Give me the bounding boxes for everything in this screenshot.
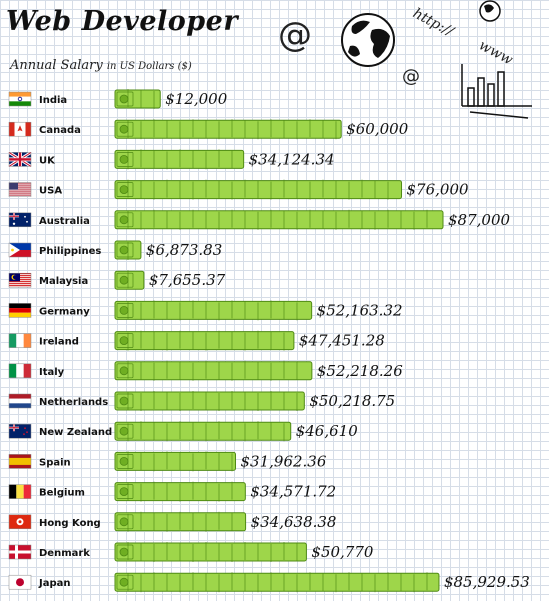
tick-label: Spain bbox=[39, 457, 71, 468]
bar bbox=[114, 209, 444, 230]
bar bbox=[114, 391, 305, 411]
tick-label: Ireland bbox=[39, 337, 79, 348]
tick-label: Belgium bbox=[39, 488, 85, 499]
data-label: $50,218.75 bbox=[309, 392, 395, 410]
chart-row: Australia $87,000 bbox=[8, 209, 510, 230]
bar bbox=[114, 481, 246, 502]
globe-icon bbox=[341, 13, 395, 67]
tick-label: Italy bbox=[39, 367, 65, 378]
bar bbox=[114, 119, 342, 140]
data-label: $34,638.38 bbox=[251, 513, 337, 531]
bar bbox=[114, 330, 295, 351]
small-globe-icon bbox=[479, 0, 501, 22]
bar bbox=[114, 270, 145, 290]
data-label: $34,571.72 bbox=[250, 483, 336, 501]
flag-icon bbox=[8, 272, 32, 288]
flag-icon bbox=[8, 182, 32, 197]
flag-icon bbox=[8, 514, 32, 530]
tick-label: Netherlands bbox=[39, 397, 108, 408]
bar bbox=[114, 421, 292, 442]
bar bbox=[114, 240, 142, 260]
tick-label: Canada bbox=[39, 125, 81, 136]
chart-row: Canada $60,000 bbox=[8, 119, 409, 140]
flag-icon bbox=[8, 91, 32, 107]
chart-title: Web Developer bbox=[6, 6, 239, 37]
flag-icon bbox=[8, 393, 32, 409]
bar bbox=[114, 451, 237, 472]
chart-row: India $12,000 bbox=[8, 89, 228, 109]
tick-label: India bbox=[39, 95, 67, 106]
flag-icon bbox=[8, 151, 32, 168]
data-label: $52,163.32 bbox=[317, 301, 403, 319]
flag-icon bbox=[8, 333, 32, 348]
tick-label: Hong Kong bbox=[39, 518, 101, 529]
small-at-sign-doodle: @ bbox=[402, 66, 420, 87]
chart-row: Malaysia $7,655.37 bbox=[8, 270, 226, 290]
data-label: $52,218.26 bbox=[317, 362, 403, 380]
chart-row: Germany $52,163.32 bbox=[8, 300, 403, 321]
data-label: $6,873.83 bbox=[146, 241, 222, 259]
bar bbox=[114, 300, 313, 321]
chart-row: Belgium $34,571.72 bbox=[8, 481, 336, 502]
bar bbox=[114, 572, 440, 593]
at-sign-doodle: @ bbox=[278, 15, 312, 55]
chart-row: Japan $85,929.53 bbox=[8, 572, 530, 593]
data-label: $12,000 bbox=[165, 90, 227, 108]
chart-row: Italy $52,218.26 bbox=[8, 360, 403, 381]
bar bbox=[114, 149, 245, 170]
chart-row: Philippines $6,873.83 bbox=[8, 240, 222, 260]
tick-label: UK bbox=[39, 155, 56, 166]
data-label: $87,000 bbox=[448, 211, 510, 229]
chart-row: Ireland $47,451.28 bbox=[8, 330, 385, 351]
chart-row: Hong Kong $34,638.38 bbox=[8, 511, 337, 532]
tick-label: USA bbox=[39, 186, 62, 197]
flag-icon bbox=[8, 363, 32, 379]
chart-row: Denmark $50,770 bbox=[8, 542, 374, 562]
bar-chart-doodle-icon bbox=[461, 64, 532, 119]
subtitle-units: in US Dollars ($) bbox=[106, 61, 192, 72]
doodles: @ http:// www @ bbox=[278, 0, 532, 119]
flag-icon bbox=[8, 454, 32, 469]
flag-icon bbox=[8, 212, 32, 228]
bar bbox=[114, 360, 313, 381]
flag-icon bbox=[8, 574, 32, 590]
tick-label: Germany bbox=[39, 306, 90, 317]
flag-icon bbox=[8, 303, 32, 318]
tick-label: Denmark bbox=[39, 548, 90, 559]
data-label: $85,929.53 bbox=[444, 573, 530, 591]
bar bbox=[114, 89, 161, 109]
chart-row: UK $34,124.34 bbox=[8, 149, 335, 170]
bar bbox=[114, 542, 307, 562]
data-label: $31,962.36 bbox=[241, 452, 327, 470]
data-label: $76,000 bbox=[407, 181, 469, 199]
tick-label: Malaysia bbox=[39, 276, 88, 287]
subtitle-main: Annual Salary bbox=[10, 58, 103, 73]
data-label: $34,124.34 bbox=[249, 150, 335, 168]
chart-row: USA $76,000 bbox=[8, 179, 469, 200]
data-label: $46,610 bbox=[296, 422, 358, 440]
flag-icon bbox=[8, 242, 32, 258]
tick-label: Philippines bbox=[39, 246, 101, 257]
data-label: $7,655.37 bbox=[149, 271, 226, 289]
data-label: $60,000 bbox=[346, 120, 408, 138]
flag-icon bbox=[8, 544, 32, 560]
bar bbox=[114, 511, 247, 532]
tick-label: New Zealand bbox=[39, 427, 112, 438]
flag-icon bbox=[8, 121, 32, 137]
flag-icon bbox=[8, 423, 32, 439]
data-label: $47,451.28 bbox=[299, 332, 385, 350]
chart-row: New Zealand $46,610 bbox=[8, 421, 358, 442]
tick-label: Japan bbox=[38, 578, 71, 589]
bar bbox=[114, 179, 403, 200]
chart-row: Spain $31,962.36 bbox=[8, 451, 327, 472]
chart-row: Netherlands $50,218.75 bbox=[8, 391, 395, 411]
data-label: $50,770 bbox=[311, 543, 373, 561]
flag-icon bbox=[8, 484, 32, 499]
tick-label: Australia bbox=[39, 216, 90, 227]
chart-subtitle: Annual Salary in US Dollars ($) bbox=[10, 58, 192, 73]
